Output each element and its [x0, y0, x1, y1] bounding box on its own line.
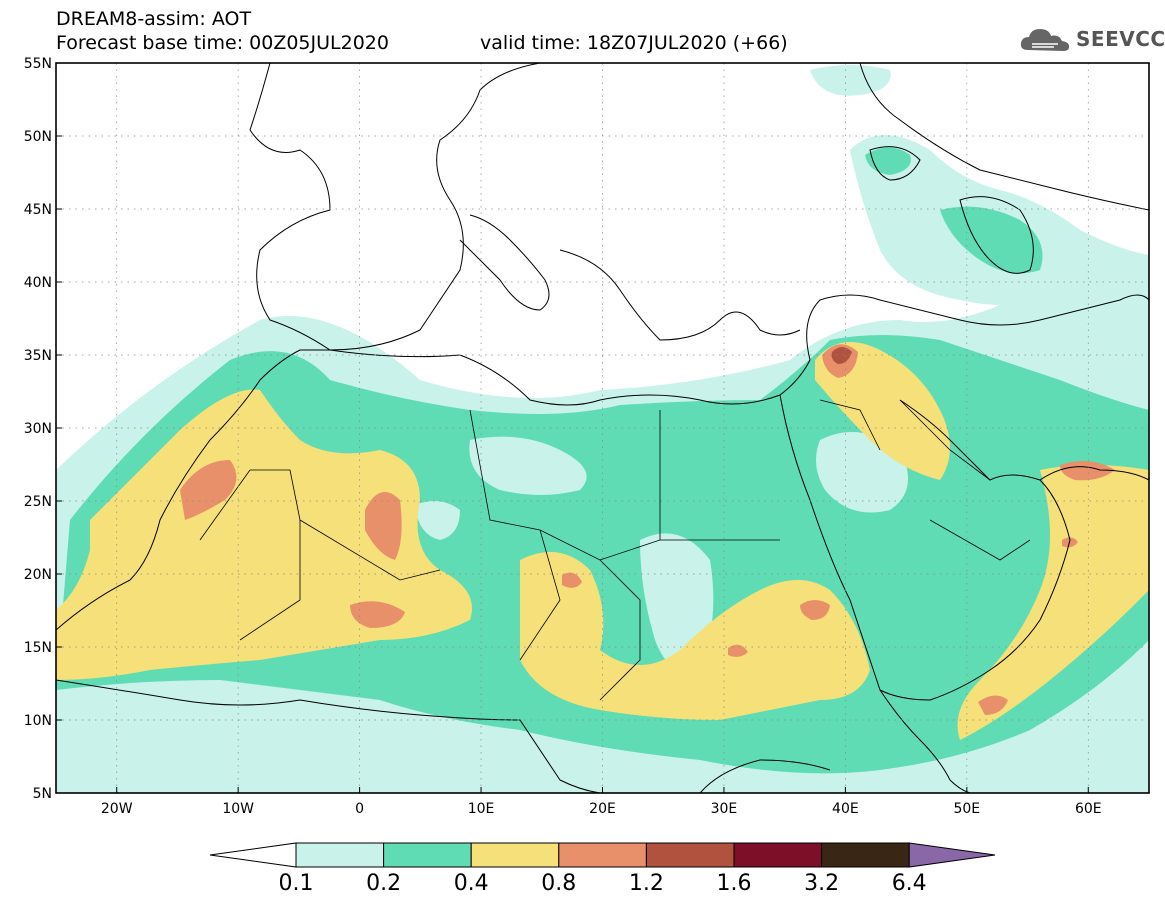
lon-tick-label: 50E [953, 801, 980, 817]
colorbar-label: 0.4 [454, 871, 489, 896]
aot-level-0.4-iraq [815, 342, 950, 480]
graticule [56, 63, 1149, 793]
aot-level-0.4-central [520, 552, 870, 720]
colorbar-box [821, 842, 910, 868]
aot-level-0.8-mauritania [180, 460, 237, 520]
map-title: DREAM8-assim: AOT [56, 8, 252, 30]
lat-tick-label: 20N [24, 567, 52, 583]
lon-tick-label: 40E [832, 801, 859, 817]
coastlines [56, 63, 1149, 793]
colorbar-box [558, 842, 647, 868]
lat-tick-label: 30N [24, 421, 52, 437]
lon-tick-label: 10W [222, 801, 254, 817]
aot-level-0.8-oman [1062, 537, 1078, 548]
aot-level-1.2-iraq [831, 347, 852, 364]
colorbar-label: 6.4 [892, 871, 927, 896]
aot-level-0.1-top [810, 65, 891, 96]
aot-level-0.4-arabian-sea [957, 465, 1149, 740]
aot-level-0.8-mali [365, 492, 402, 560]
lat-tick-label: 35N [24, 348, 52, 364]
aot-level-0.8-sudan [800, 600, 830, 620]
forecast-base-time: Forecast base time: 00Z05JUL2020 [56, 32, 389, 54]
aot-level-0.1-libya [469, 436, 587, 495]
seevccc-logo: SEEVCCC [1018, 22, 1165, 56]
colorbar-label: 1.2 [629, 871, 664, 896]
lat-tick-label: 15N [24, 640, 52, 656]
colorbar-label: 1.6 [717, 871, 752, 896]
aot-level-0.8-somalia [978, 695, 1008, 715]
lon-tick-label: 20W [101, 801, 133, 817]
cloud-icon [1020, 29, 1070, 51]
colorbar-label: 0.1 [279, 871, 314, 896]
colorbar-box [645, 842, 735, 868]
lat-tick-label: 55N [24, 56, 52, 72]
colorbar-under-arrow [209, 842, 297, 868]
colorbar-box [470, 842, 560, 868]
valid-time: valid time: 18Z07JUL2020 (+66) [480, 32, 788, 54]
lon-tick-label: 30E [711, 801, 738, 817]
lon-tick-label: 10E [468, 801, 495, 817]
longitude-axis: 20W 10W 0 10E 20E 30E 40E 50E 60E [101, 787, 1102, 817]
lat-tick-label: 45N [24, 202, 52, 218]
aot-level-0.2-caspian [940, 206, 1043, 274]
lat-tick-label: 5N [33, 786, 52, 802]
colorbar-label: 3.2 [804, 871, 839, 896]
country-borders [199, 399, 1031, 701]
lon-tick-label: 60E [1075, 801, 1102, 817]
colorbar-box [383, 842, 472, 868]
aot-level-0.1-algeria [415, 501, 460, 540]
latitude-axis: 55N 50N 45N 40N 35N 30N 25N 20N 15N 10N 5N [24, 56, 62, 802]
colorbar-box [733, 842, 823, 868]
colorbar-label: 0.8 [541, 871, 576, 896]
aot-level-0.8-niger [350, 601, 405, 628]
lon-tick-label: 0 [355, 801, 364, 817]
lon-tick-label: 20E [589, 801, 616, 817]
colorbar-label: 0.2 [366, 871, 401, 896]
aot-field [56, 63, 1149, 793]
lat-tick-label: 50N [24, 129, 52, 145]
lat-tick-label: 10N [24, 713, 52, 729]
aot-level-0.8-chad [562, 572, 582, 588]
colorbar-box [295, 842, 385, 868]
logo-text: SEEVCCC [1076, 27, 1165, 51]
colorbar: 0.1 0.2 0.4 0.8 1.2 1.6 3.2 6.4 [209, 842, 996, 896]
aot-level-0.8-iran [1060, 461, 1115, 481]
colorbar-over-arrow [908, 842, 996, 868]
lat-tick-label: 40N [24, 275, 52, 291]
aot-level-0.8-ethiopia [728, 644, 748, 657]
lat-tick-label: 25N [24, 494, 52, 510]
